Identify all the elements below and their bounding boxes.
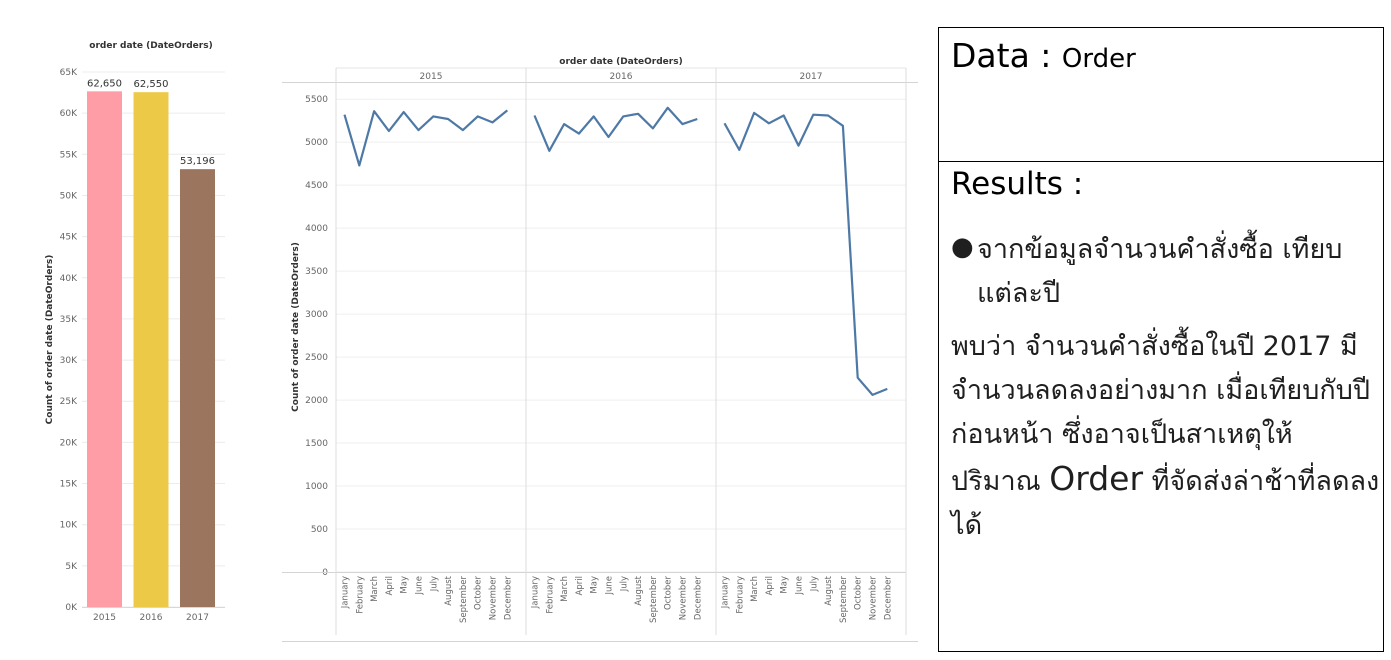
bullet-text: จากข้อมูลจำนวนคำสั่งซื้อ เทียบแต่ละปี (977, 234, 1343, 309)
bar-x-tick-label: 2017 (186, 613, 209, 623)
charts-canvas: order date (DateOrders) Count of order da… (45, 41, 918, 642)
line-chart-title: order date (DateOrders) (559, 57, 682, 67)
line-x-tick-label: November (679, 575, 689, 620)
line-x-tick-label: January (531, 576, 541, 609)
line-panel-header: 2015 (420, 72, 443, 82)
bar-y-tick-label: 0K (65, 603, 78, 613)
bar-y-tick-label: 50K (60, 191, 78, 201)
line-x-tick-label: November (869, 575, 879, 620)
bar-2016 (133, 92, 169, 607)
panel-divider (939, 161, 1383, 162)
data-value: Order (1061, 44, 1136, 74)
line-x-tick-label: November (489, 575, 499, 620)
bar-y-tick-label: 65K (60, 68, 78, 78)
bar-y-tick-label: 45K (60, 233, 78, 243)
bar-y-tick-label: 40K (60, 274, 78, 284)
line-y-tick-label: 1500 (305, 439, 328, 449)
line-y-tick-label: 500 (311, 525, 328, 535)
results-panel: Data : Order Results : ● จากข้อมูลจำนวนค… (938, 27, 1384, 652)
monthly-order-line-chart: order date (DateOrders) Count of order da… (282, 57, 918, 642)
bar-y-tick-label: 30K (60, 356, 78, 366)
yearly-order-bar-chart: order date (DateOrders) Count of order da… (45, 41, 225, 623)
bar-x-tick-label: 2015 (93, 613, 116, 623)
line-x-tick-label: December (693, 575, 703, 620)
line-x-tick-label: August (444, 575, 454, 605)
line-x-tick-label: May (400, 576, 410, 594)
line-panel-header: 2017 (800, 72, 823, 82)
line-y-tick-label: 4000 (305, 224, 328, 234)
line-x-tick-label: April (575, 576, 585, 595)
bar-2015 (87, 91, 122, 608)
results-title: Results : (951, 166, 1084, 202)
line-x-tick-label: April (385, 576, 395, 595)
bar-y-tick-label: 5K (65, 562, 78, 572)
line-x-tick-label: October (474, 576, 484, 611)
line-x-tick-label: January (721, 576, 731, 609)
line-series-2015 (343, 109, 508, 167)
line-x-tick-label: March (750, 576, 760, 602)
line-y-tick-label: 5500 (305, 95, 328, 105)
line-x-tick-label: March (370, 576, 380, 602)
bar-y-tick-label: 55K (60, 150, 78, 160)
bar-value-label: 62,650 (87, 78, 122, 89)
line-x-tick-label: July (429, 576, 439, 592)
line-x-tick-label: July (809, 576, 819, 592)
line-x-tick-label: December (883, 575, 893, 620)
bullet-item: ● จากข้อมูลจำนวนคำสั่งซื้อ เทียบแต่ละปี (951, 228, 1371, 316)
line-y-tick-label: 4500 (305, 181, 328, 191)
line-x-tick-label: August (824, 575, 834, 605)
data-heading: Data : Order (951, 36, 1136, 75)
line-series-2017 (723, 111, 888, 396)
data-label: Data : (951, 36, 1052, 75)
bar-y-tick-label: 60K (60, 109, 78, 119)
line-x-tick-label: March (560, 576, 570, 602)
line-x-tick-label: June (795, 576, 805, 596)
bar-y-tick-label: 35K (60, 315, 78, 325)
line-x-tick-label: February (735, 576, 745, 614)
line-x-tick-label: December (503, 575, 513, 620)
line-x-tick-label: February (545, 576, 555, 614)
line-series-2016 (533, 106, 698, 152)
line-x-tick-label: September (459, 575, 469, 622)
line-x-tick-label: July (619, 576, 629, 592)
line-x-tick-label: February (355, 576, 365, 614)
paragraph-highlight: Order (1049, 459, 1144, 498)
bullet-icon: ● (951, 232, 974, 262)
line-x-tick-label: October (664, 576, 674, 611)
bar-value-label: 62,550 (134, 79, 169, 90)
line-x-tick-label: May (780, 576, 790, 594)
line-x-tick-label: September (649, 575, 659, 622)
bar-value-label: 53,196 (180, 156, 215, 167)
line-y-tick-label: 3000 (305, 310, 328, 320)
line-y-tick-label: 5000 (305, 138, 328, 148)
line-x-tick-label: April (765, 576, 775, 595)
bar-2017 (180, 169, 215, 607)
line-x-tick-label: October (854, 576, 864, 611)
line-x-tick-label: May (590, 576, 600, 594)
paragraph-prefix: พบว่า จำนวนคำสั่งซื้อในปี 2017 มีจำนวนลด… (951, 331, 1370, 497)
line-y-axis-label: Count of order date (DateOrders) (291, 242, 301, 412)
line-panel-header: 2016 (610, 72, 633, 82)
line-y-tick-label: 2500 (305, 353, 328, 363)
results-paragraph: พบว่า จำนวนคำสั่งซื้อในปี 2017 มีจำนวนลด… (951, 325, 1381, 548)
line-x-tick-label: January (341, 576, 351, 609)
bar-y-axis-label: Count of order date (DateOrders) (45, 255, 55, 425)
line-x-tick-label: June (605, 576, 615, 596)
bar-chart-title: order date (DateOrders) (89, 41, 212, 51)
bar-y-tick-label: 10K (60, 521, 78, 531)
bar-x-tick-label: 2016 (140, 613, 163, 623)
line-y-tick-label: 2000 (305, 396, 328, 406)
line-y-tick-label: 3500 (305, 267, 328, 277)
line-x-tick-label: August (634, 575, 644, 605)
bar-y-tick-label: 15K (60, 480, 78, 490)
bar-y-tick-label: 20K (60, 438, 78, 448)
line-x-tick-label: September (839, 575, 849, 622)
line-y-tick-label: 1000 (305, 482, 328, 492)
line-x-tick-label: June (415, 576, 425, 596)
paragraph-suffix: ที่จัดส่งล่าช้าที่ลดลงได้ (951, 466, 1380, 541)
bar-y-tick-label: 25K (60, 397, 78, 407)
